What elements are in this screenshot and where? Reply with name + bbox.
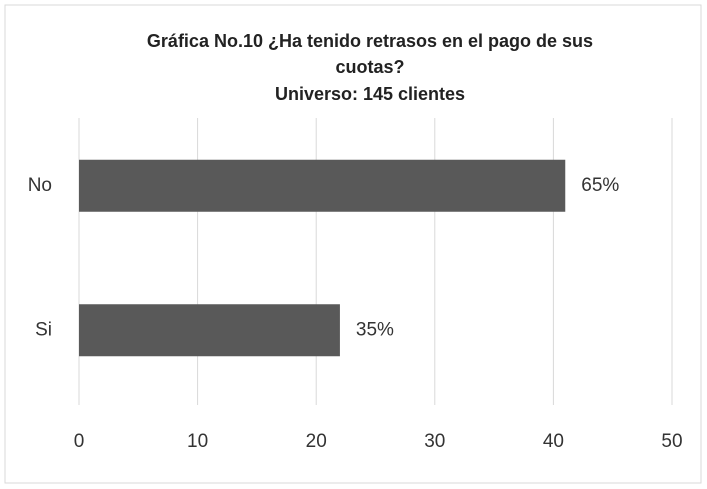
x-tick-label: 30	[424, 431, 445, 452]
chart-subtitle: Universo: 145 clientes	[275, 84, 465, 104]
data-label: 65%	[581, 175, 619, 196]
bar	[79, 304, 340, 357]
x-tick-label: 50	[661, 431, 682, 452]
chart-title: Gráfica No.10 ¿Ha tenido retrasos en el …	[147, 31, 593, 51]
x-tick-label: 20	[306, 431, 327, 452]
x-tick-label: 0	[74, 431, 85, 452]
data-label: 35%	[356, 319, 394, 340]
x-tick-label: 40	[543, 431, 564, 452]
x-tick-label: 10	[187, 431, 208, 452]
bar	[79, 159, 566, 212]
y-tick-label: Si	[35, 319, 52, 340]
chart-border	[4, 4, 702, 484]
chart-title: cuotas?	[335, 57, 404, 77]
y-tick-label: No	[28, 175, 52, 196]
